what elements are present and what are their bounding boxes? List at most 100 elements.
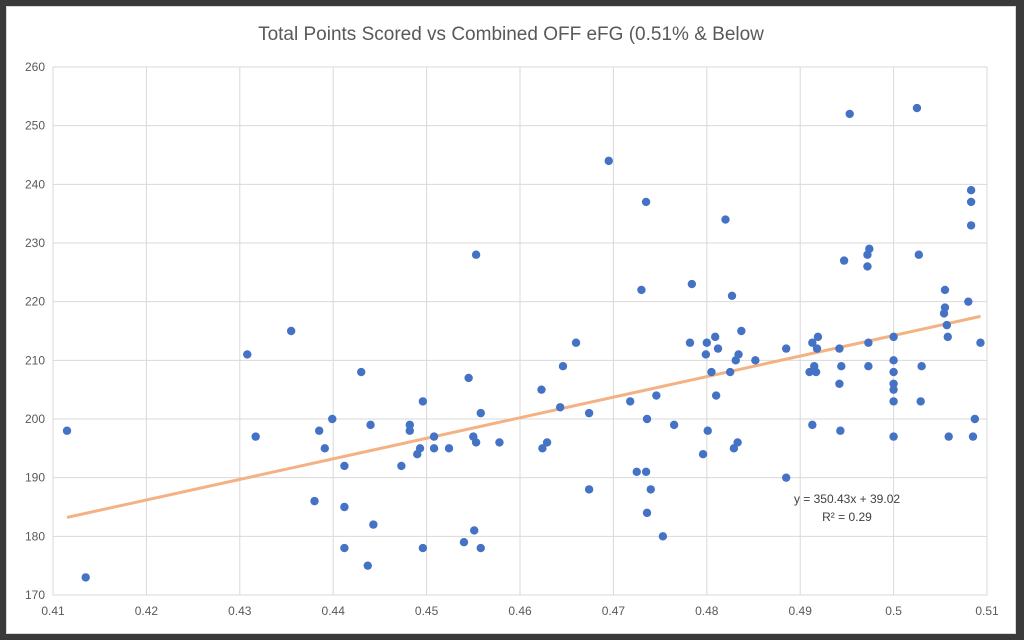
data-point	[314, 426, 324, 435]
x-tick-label: 0.47	[602, 604, 626, 618]
data-point	[835, 379, 844, 388]
data-point	[558, 362, 568, 371]
data-point	[916, 397, 925, 406]
y-tick-label: 220	[25, 295, 45, 309]
trendline	[66, 314, 981, 519]
data-point	[584, 408, 594, 418]
data-point	[964, 297, 973, 306]
y-tick-label: 190	[25, 471, 45, 485]
data-point	[812, 344, 822, 353]
data-point	[711, 332, 720, 342]
data-point	[713, 344, 723, 353]
data-point	[721, 215, 730, 224]
data-point	[889, 356, 898, 365]
data-point	[837, 362, 846, 371]
data-point	[538, 444, 547, 453]
data-point	[966, 197, 976, 207]
data-point	[811, 367, 821, 377]
data-point	[415, 444, 425, 453]
data-point	[357, 367, 366, 377]
data-point	[495, 438, 504, 447]
data-point	[970, 414, 980, 424]
data-point	[476, 543, 485, 553]
x-tick-label: 0.48	[695, 604, 719, 618]
data-point	[669, 420, 679, 430]
data-point	[642, 508, 652, 518]
data-point	[940, 303, 950, 312]
data-point	[632, 467, 641, 476]
gridlines	[52, 66, 988, 596]
data-point	[839, 256, 849, 265]
y-tick-label: 200	[25, 412, 45, 426]
data-point	[658, 532, 668, 541]
x-tick-label: 0.45	[415, 604, 439, 618]
y-tick-label: 250	[25, 119, 45, 133]
data-point	[889, 332, 898, 342]
x-tick-label: 0.46	[508, 604, 532, 618]
x-tick-label: 0.49	[789, 604, 813, 618]
data-point	[405, 420, 414, 430]
data-point	[707, 367, 716, 377]
data-point	[555, 403, 565, 412]
data-point	[781, 473, 791, 482]
data-point	[835, 344, 844, 353]
data-point	[81, 573, 90, 582]
data-point	[808, 420, 817, 430]
data-point	[966, 221, 976, 230]
y-axis-tick-labels: 170 180 190 200 210 220 230 240 250 260	[25, 60, 45, 602]
trendline-equation: y = 350.43x + 39.02	[794, 492, 900, 506]
data-point	[542, 438, 552, 447]
data-point	[845, 109, 854, 119]
x-tick-label: 0.51	[975, 604, 999, 618]
data-point	[914, 250, 924, 259]
data-point	[737, 326, 746, 336]
data-point	[405, 426, 414, 435]
data-point	[703, 426, 712, 435]
data-point	[328, 414, 337, 424]
data-point	[470, 526, 479, 535]
data-point	[912, 103, 922, 113]
data-point	[976, 338, 985, 347]
data-point	[286, 326, 296, 336]
y-tick-label: 260	[25, 60, 45, 74]
data-point	[966, 186, 976, 195]
data-point	[429, 444, 439, 453]
data-point	[685, 338, 695, 347]
data-point	[646, 485, 655, 494]
data-point	[944, 432, 953, 441]
data-point	[889, 379, 898, 388]
data-point	[863, 262, 872, 271]
data-point	[889, 385, 898, 394]
data-point	[471, 250, 481, 259]
data-point	[864, 338, 873, 347]
data-point	[687, 279, 697, 289]
data-point	[62, 426, 72, 435]
data-point	[571, 338, 581, 347]
data-point	[641, 197, 651, 207]
data-point	[641, 467, 651, 476]
x-tick-label: 0.43	[228, 604, 252, 618]
data-point	[889, 367, 898, 377]
data-point	[444, 444, 454, 453]
data-point	[942, 320, 952, 330]
data-point	[637, 285, 646, 295]
data-point	[940, 285, 950, 295]
data-point	[363, 561, 372, 570]
y-tick-label: 210	[25, 353, 45, 367]
data-point	[418, 543, 428, 553]
y-tick-label: 230	[25, 236, 45, 250]
data-point	[340, 461, 349, 471]
data-point	[701, 350, 711, 359]
data-point	[865, 244, 874, 254]
data-point	[340, 502, 349, 512]
data-point	[243, 350, 252, 359]
data-point	[397, 461, 406, 471]
x-tick-label: 0.5	[885, 604, 902, 618]
data-points	[62, 103, 985, 582]
data-point	[476, 408, 485, 418]
data-point	[889, 397, 898, 406]
x-tick-label: 0.42	[135, 604, 159, 618]
data-point	[698, 450, 708, 459]
data-point	[781, 344, 791, 353]
data-point	[836, 426, 845, 435]
